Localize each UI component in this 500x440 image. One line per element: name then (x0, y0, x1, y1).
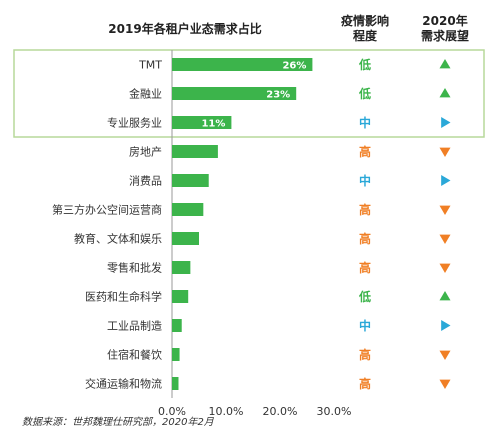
x-tick-label: 10.0% (209, 405, 244, 418)
impact-level: 高 (359, 144, 371, 159)
category-label: 消费品 (129, 174, 162, 188)
triangle-right-icon (441, 175, 451, 186)
bar (172, 348, 180, 361)
impact-level: 低 (358, 289, 371, 304)
bar (172, 232, 199, 245)
category-label: 住宿和餐饮 (107, 348, 162, 362)
impact-level: 低 (358, 86, 371, 101)
triangle-up-icon (439, 59, 451, 69)
data-label: 11% (201, 119, 225, 130)
bar (172, 319, 182, 332)
bar (172, 290, 189, 303)
bar (172, 145, 218, 158)
impact-header: 疫情影响 程度 (330, 14, 400, 44)
category-label: 医药和生命科学 (85, 290, 162, 304)
data-label: 23% (266, 90, 290, 101)
triangle-right-icon (441, 320, 451, 331)
triangle-down-icon (439, 263, 451, 273)
category-label: 工业品制造 (107, 319, 162, 333)
footnote: 数据来源：世邦魏理仕研究部，2020年2月 (22, 417, 214, 428)
impact-header-line-2: 程度 (352, 29, 377, 43)
triangle-down-icon (439, 234, 451, 244)
impact-level: 高 (359, 376, 371, 391)
category-label: 教育、文体和娱乐 (74, 232, 162, 246)
category-label: TMT (138, 59, 162, 72)
bar (172, 116, 232, 129)
category-label: 零售和批发 (107, 261, 162, 275)
impact-level: 中 (359, 115, 371, 130)
impact-level: 高 (359, 260, 371, 275)
outlook-header-line-2: 需求展望 (420, 29, 469, 43)
impact-level: 高 (359, 347, 371, 362)
triangle-up-icon (439, 88, 451, 98)
impact-level: 中 (359, 173, 371, 188)
outlook-header: 2020年 需求展望 (410, 14, 480, 44)
x-tick-label: 30.0% (317, 405, 352, 418)
impact-level: 高 (359, 231, 371, 246)
chart-title: 2019年各租户业态需求占比 (108, 22, 262, 36)
bar (172, 58, 313, 71)
category-label: 第三方办公空间运营商 (52, 203, 162, 217)
outlook-header-line-1: 2020年 (422, 14, 468, 28)
category-label: 专业服务业 (107, 116, 162, 130)
bar (172, 377, 179, 390)
x-tick-label: 0.0% (158, 405, 186, 418)
impact-level: 中 (359, 318, 371, 333)
bar (172, 174, 209, 187)
x-tick-label: 20.0% (263, 405, 298, 418)
triangle-down-icon (439, 350, 451, 360)
triangle-right-icon (441, 117, 451, 128)
triangle-down-icon (439, 205, 451, 215)
triangle-up-icon (439, 291, 451, 301)
impact-level: 低 (358, 57, 371, 72)
triangle-down-icon (439, 147, 451, 157)
bar (172, 203, 204, 216)
impact-header-line-1: 疫情影响 (340, 14, 389, 28)
triangle-down-icon (439, 379, 451, 389)
impact-level: 高 (359, 202, 371, 217)
bar (172, 261, 191, 274)
highlight-box (13, 49, 485, 138)
category-label: 交通运输和物流 (85, 377, 162, 391)
bar (172, 87, 297, 100)
data-label: 26% (282, 61, 306, 72)
category-label: 金融业 (129, 87, 162, 101)
category-label: 房地产 (129, 145, 162, 159)
